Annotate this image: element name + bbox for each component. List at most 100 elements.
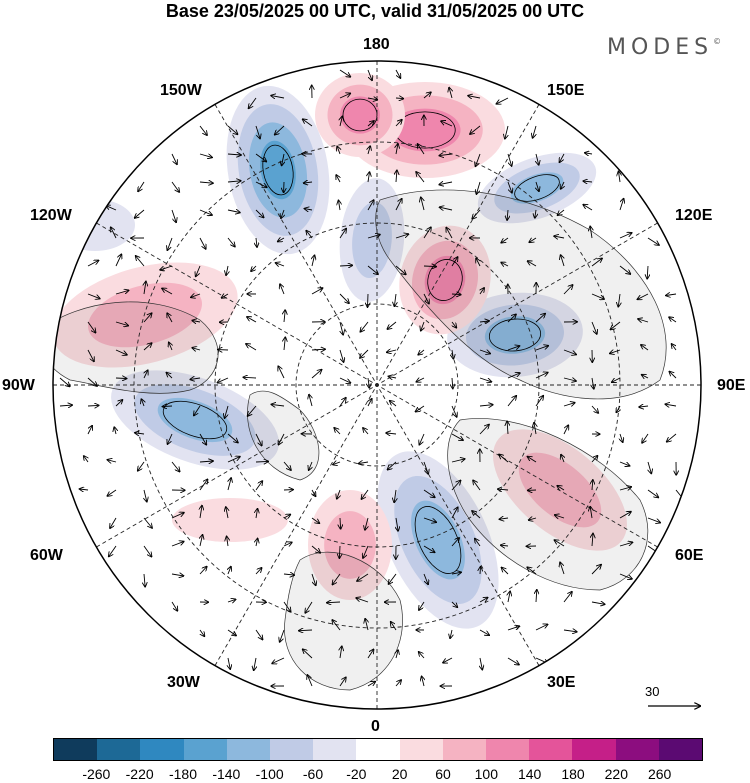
wind-vector [476,181,481,194]
wind-vector [115,400,122,407]
wind-vector [248,405,257,416]
wind-vector [276,263,285,266]
wind-vector [554,236,565,238]
wind-vector [367,69,372,80]
wind-vector [592,377,594,389]
negative-anomaly [111,370,279,470]
wind-vector [368,172,370,183]
wind-vector [199,461,213,462]
wind-vector [536,153,539,165]
wind-vector [162,288,173,295]
wind-vector [534,423,536,435]
colorbar-swatch [54,739,98,760]
wind-vector [228,657,230,669]
wind-vector [135,433,145,434]
wind-vector [502,568,509,575]
wind-vector [647,265,648,279]
wind-vector [191,294,201,297]
colorbar-swatch [399,739,443,760]
colorbar-swatch [529,739,573,760]
wind-vector [416,378,425,382]
wind-vector [167,313,173,323]
wind-vector [169,343,172,351]
colorbar-swatch [356,739,400,760]
wind-vector [339,293,349,303]
wind-vector [340,517,341,529]
wind-vector [479,629,489,635]
wind-vector [115,290,129,295]
wind-vector [228,567,231,575]
wind-vector [389,573,397,584]
wind-vector [283,601,291,612]
wind-vector [619,512,631,519]
colorbar-tick-label: 60 [435,766,451,782]
wind-vector [616,405,620,412]
wind-vector [304,182,313,183]
colorbar-swatch [615,739,659,760]
wind-vector [192,348,201,350]
wind-vector [563,630,577,632]
wind-vectors [59,69,684,687]
lon-label-90e: 90E [717,377,746,394]
wind-vector [200,535,203,547]
wind-vector [449,88,452,99]
anomaly-contour [88,282,202,348]
wind-vector [278,238,285,242]
wind-vector [396,171,397,183]
wind-vector [87,377,97,386]
wind-vector [497,97,509,104]
map-border [52,60,702,710]
wind-vector [610,350,621,353]
wind-vector [561,255,564,267]
wind-vector [505,125,508,139]
wind-vector [647,517,660,523]
wind-vector [507,153,512,166]
wind-vector [535,396,543,407]
colorbar-tick-label: 20 [391,766,408,782]
wind-vector [388,461,397,470]
wind-vector [590,507,592,519]
wind-vector [508,592,510,603]
wind-vector [171,153,177,164]
wind-vector [507,373,520,379]
anomaly-contour [172,498,288,542]
wind-vector [423,545,435,552]
wind-vector [451,459,465,462]
wind-vector [340,117,342,127]
wind-vector [395,234,408,239]
wind-vector [498,489,509,490]
wind-vector [340,646,342,659]
wind-vector [611,321,621,329]
wind-vector [395,680,401,687]
wind-vector [501,263,509,267]
wind-vector [339,201,341,211]
wind-vector [419,601,425,610]
wind-vector [368,377,369,388]
wind-vector [111,227,117,239]
wind-vector [638,293,649,299]
wind-vector [479,321,489,322]
colorbar-tick-label: 100 [474,766,499,782]
wind-vector [199,209,212,215]
wind-vector [311,545,320,553]
wind-vector [669,317,677,323]
wind-vector [451,538,459,547]
wind-vector [255,433,262,446]
wind-vector [423,266,436,267]
wind-vector [451,572,461,574]
colorbar-tick-label: -220 [125,766,154,782]
wind-vector [365,517,368,530]
wind-vector [311,370,322,379]
wind-vector [423,92,431,99]
wind-vector [337,147,340,155]
wind-vector [443,657,453,663]
logo-text: MODES [607,35,714,60]
wind-vector [299,630,313,631]
wind-vector [312,255,315,267]
wind-vector [451,481,461,491]
wind-vector [394,293,396,306]
colorbar-tick-label: -20 [346,766,367,782]
colorbar-swatch [183,739,227,760]
wind-vector [339,377,350,383]
wind-vector [311,573,316,585]
